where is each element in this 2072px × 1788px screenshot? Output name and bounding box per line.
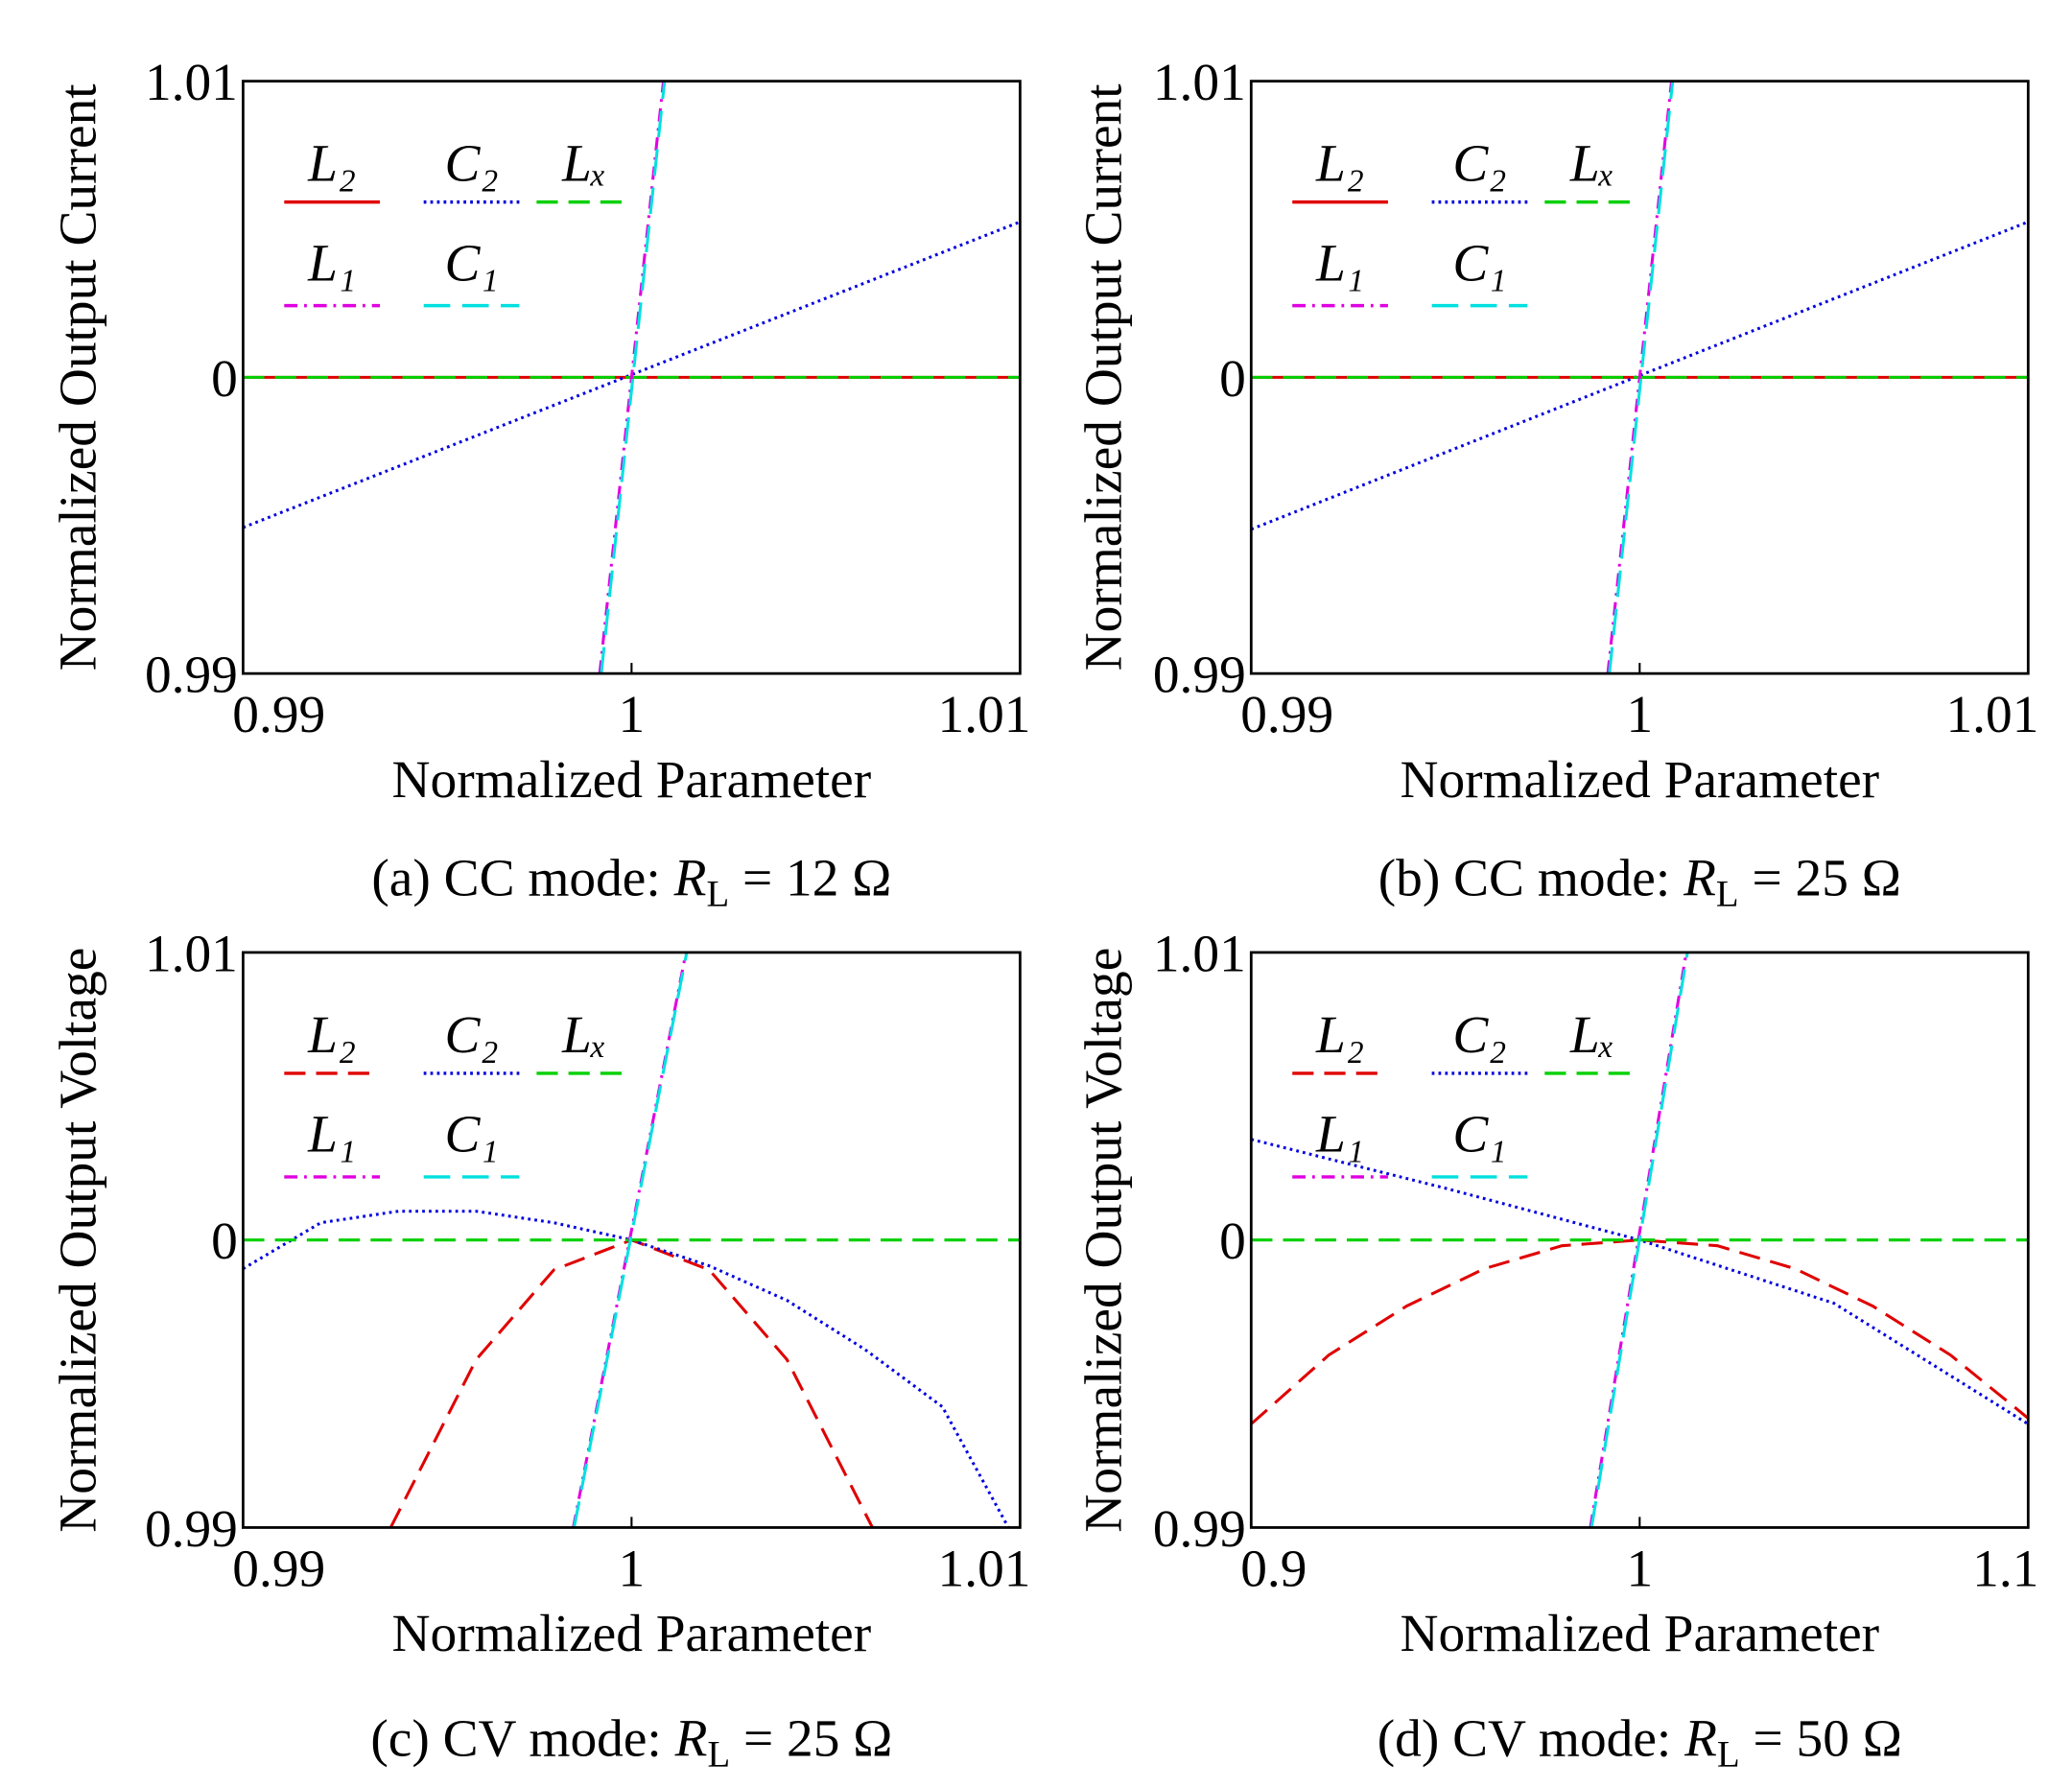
caption-part: L: [707, 1734, 730, 1776]
series-line: [598, 81, 666, 674]
caption-part: R: [1684, 1709, 1717, 1768]
caption-part: = 25 Ω: [730, 1709, 892, 1768]
series-line: [1589, 952, 1689, 1528]
x-tick-label: 1: [619, 685, 646, 743]
caption: (c) CV mode: RL = 25 Ω: [370, 1709, 892, 1776]
series-line: [1251, 1238, 2029, 1425]
x-axis-label: Normalized Parameter: [1400, 750, 1879, 809]
y-axis-label: Normalized Output Voltage: [1074, 948, 1133, 1533]
y-tick-label: 0: [211, 1212, 238, 1270]
series-line: [1608, 81, 1675, 674]
caption-part: R: [674, 1709, 708, 1768]
y-tick-label: 0.99: [145, 1499, 238, 1558]
legend-label: C₂: [444, 1005, 498, 1064]
y-axis-label: Normalized Output Current: [1074, 83, 1133, 671]
legend-label: L₁: [307, 1105, 356, 1164]
x-tick-label: 1.1: [1972, 1539, 2038, 1597]
legend-label: L₂: [1315, 1005, 1364, 1064]
legend-label: C₁: [1452, 1105, 1506, 1164]
y-tick-label: 1.01: [1153, 924, 1246, 982]
y-tick-label: 0.99: [1153, 646, 1246, 704]
plot-frame: [1249, 951, 2030, 1529]
caption-part: = 25 Ω: [1739, 848, 1901, 906]
legend-label: C₁: [1452, 233, 1506, 292]
x-tick-label: 1: [619, 1539, 646, 1597]
y-tick-label: 0.99: [145, 646, 238, 704]
legend-label: C₂: [1452, 133, 1506, 192]
y-tick-label: 1.01: [1153, 53, 1246, 111]
panel: 0.99 0 1.01 0.99 1 1.01 L₂ C₂ Lₓ L₁ C₁ Normalized O…: [49, 924, 1031, 1775]
plot-frame: [1249, 80, 2030, 675]
y-tick-label: 0: [1219, 349, 1246, 408]
panel: 0.99 0 1.01 0.99 1 1.01 L₂ C₂ Lₓ L₁ C₁ Normalized O…: [49, 53, 1031, 914]
x-axis-label: Normalized Parameter: [392, 750, 872, 809]
caption-part: R: [673, 848, 707, 906]
caption: (a) CC mode: RL = 12 Ω: [371, 848, 891, 914]
legend-label: L₁: [307, 233, 356, 292]
caption-part: = 50 Ω: [1740, 1709, 1902, 1768]
caption-part: L: [1717, 1734, 1740, 1776]
caption-part: (c) CV mode:: [370, 1709, 674, 1768]
x-axis-label: Normalized Parameter: [1400, 1604, 1879, 1662]
series-line: [600, 81, 667, 674]
caption: (d) CV mode: RL = 50 Ω: [1377, 1709, 1902, 1776]
series-line: [1606, 81, 1674, 674]
legend-label: Lₓ: [561, 133, 607, 192]
y-tick-label: 0: [211, 349, 238, 408]
caption-part: (a) CC mode:: [371, 848, 673, 906]
y-axis-label: Normalized Output Current: [49, 83, 107, 671]
legend-label: C₂: [1452, 1005, 1506, 1064]
caption-part: R: [1683, 848, 1716, 906]
legend-label: Lₓ: [561, 1005, 607, 1064]
plot-frame: [242, 951, 1022, 1529]
panel: 0.99 0 1.01 0.9 1 1.1 L₂ C₂ Lₓ L₁ C₁ Normalized Out…: [1074, 924, 2039, 1775]
x-axis-label: Normalized Parameter: [392, 1604, 872, 1662]
series-line: [1251, 1138, 2029, 1425]
y-tick-label: 0.99: [1153, 1499, 1246, 1558]
series-line: [572, 952, 689, 1528]
caption-part: (d) CV mode:: [1377, 1709, 1684, 1768]
legend-label: L₁: [1315, 1105, 1364, 1164]
y-axis-label: Normalized Output Voltage: [49, 948, 107, 1533]
caption-part: L: [706, 873, 729, 914]
y-tick-label: 0: [1219, 1212, 1246, 1270]
legend-label: Lₓ: [1569, 1005, 1615, 1064]
x-tick-label: 1.01: [1945, 685, 2038, 743]
legend-label: C₁: [444, 1105, 498, 1164]
caption-part: (b) CC mode:: [1378, 848, 1684, 906]
legend-label: L₂: [307, 133, 356, 192]
x-tick-label: 0.99: [232, 1539, 325, 1597]
x-tick-label: 1: [1626, 1539, 1653, 1597]
legend-label: C₁: [444, 233, 498, 292]
x-tick-label: 1: [1626, 685, 1653, 743]
x-tick-label: 0.9: [1240, 1539, 1307, 1597]
legend-label: C₂: [444, 133, 498, 192]
x-tick-label: 1.01: [938, 685, 1031, 743]
caption-part: = 12 Ω: [729, 848, 891, 906]
legend-label: L₂: [1315, 133, 1364, 192]
legend-label: Lₓ: [1569, 133, 1615, 192]
y-tick-label: 1.01: [145, 53, 238, 111]
x-tick-label: 0.99: [1240, 685, 1333, 743]
caption-part: L: [1716, 873, 1739, 914]
legend-label: L₂: [307, 1005, 356, 1064]
x-tick-label: 1.01: [938, 1539, 1031, 1597]
y-tick-label: 1.01: [145, 924, 238, 982]
panel: 0.99 0 1.01 0.99 1 1.01 L₂ C₂ Lₓ L₁ C₁ Normalized O…: [1074, 53, 2039, 914]
plot-frame: [242, 80, 1022, 675]
x-tick-label: 0.99: [232, 685, 325, 743]
caption: (b) CC mode: RL = 25 Ω: [1378, 848, 1901, 914]
legend-label: L₁: [1315, 233, 1364, 292]
